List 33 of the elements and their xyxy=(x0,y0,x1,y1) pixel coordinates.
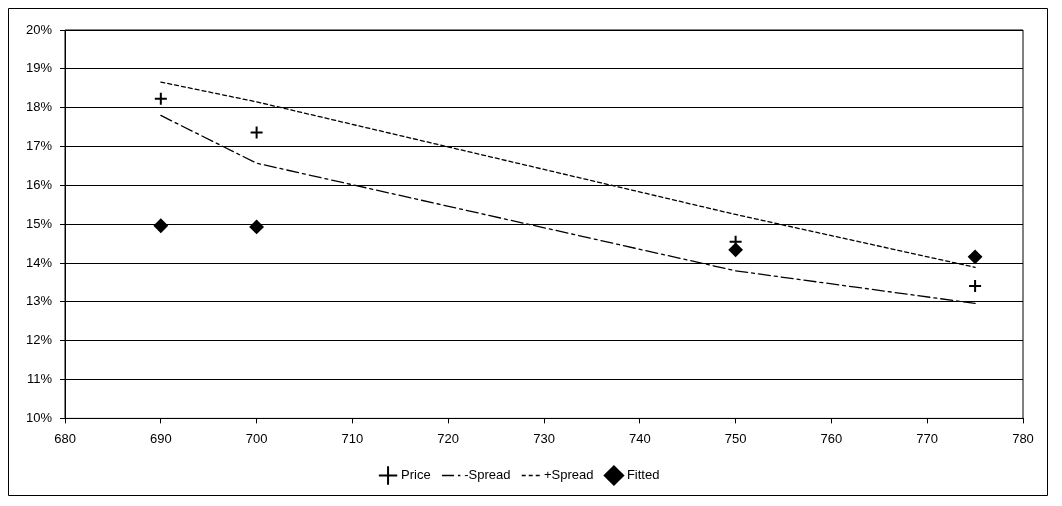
point xyxy=(249,125,264,140)
x-tick-label: 760 xyxy=(820,430,843,446)
y-tick-label: 11% xyxy=(26,371,53,387)
y-tick-label: 12% xyxy=(25,332,53,348)
legend-label: -Spread xyxy=(464,467,511,483)
legend-label: +Spread xyxy=(543,467,594,483)
y-tick-label: 15% xyxy=(25,215,53,231)
point xyxy=(968,278,983,293)
point xyxy=(968,249,983,264)
x-tick-label: 700 xyxy=(245,430,268,446)
point xyxy=(153,218,168,233)
y-tick-label: 10% xyxy=(25,409,53,425)
x-tick-label: 690 xyxy=(149,430,172,446)
x-tick-label: 750 xyxy=(724,430,747,446)
x-tick-label: 730 xyxy=(533,430,555,446)
y-tick-label: 20% xyxy=(25,21,53,37)
x-tick-label: 780 xyxy=(1012,430,1034,446)
y-tick-label: 19% xyxy=(25,60,53,76)
y-tick-label: 17% xyxy=(25,138,53,154)
x-tick-label: 770 xyxy=(916,430,939,446)
x-tick-label: 680 xyxy=(54,430,76,446)
y-tick-label: 18% xyxy=(25,99,53,115)
y-tick-label: 13% xyxy=(25,293,53,309)
x-tick-label: 720 xyxy=(437,430,460,446)
x-tick-label: 710 xyxy=(341,430,364,446)
x-tick-label: 740 xyxy=(628,430,651,446)
legend-label: Price xyxy=(401,467,431,483)
point xyxy=(249,219,264,234)
point xyxy=(728,242,743,257)
y-tick-label: 16% xyxy=(25,176,53,192)
point xyxy=(153,91,168,106)
y-tick-label: 14% xyxy=(25,254,53,270)
legend-label: Fitted xyxy=(626,467,660,483)
